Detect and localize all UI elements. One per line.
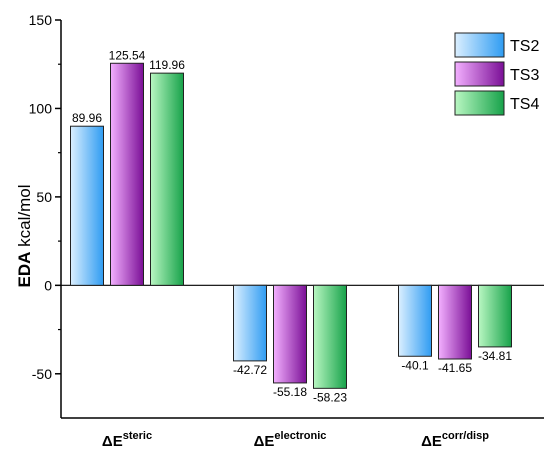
bar-ts4-electronic — [313, 284, 347, 389]
legend: TS2 TS3 TS4 — [454, 32, 539, 116]
bar-ts3-corr-disp — [438, 284, 472, 360]
bar-ts2-electronic — [233, 284, 267, 362]
bar-ts2-corr-disp — [398, 284, 432, 357]
y-tick-label: -50 — [32, 366, 52, 382]
y-axis-label-rest: kcal/mol — [15, 185, 34, 247]
y-axis-label: EDA kcal/mol — [15, 185, 34, 288]
legend-label-ts3: TS3 — [510, 67, 539, 84]
legend-label-ts4: TS4 — [510, 96, 539, 113]
bar-ts4-corr-disp — [478, 284, 512, 348]
x-tick-label: ΔEsteric — [102, 430, 152, 450]
legend-label-ts2: TS2 — [510, 38, 539, 55]
y-tick-label: 50 — [36, 189, 52, 205]
bar-ts3-steric — [110, 62, 144, 286]
data-label: -40.1 — [401, 358, 429, 372]
legend-swatch-ts3 — [454, 61, 505, 87]
bar-ts2-steric — [70, 125, 104, 286]
x-tick-label: ΔEelectronic — [254, 430, 327, 450]
y-axis-label-bold: EDA — [15, 252, 34, 288]
x-tick-label: ΔEcorr/disp — [421, 430, 489, 450]
data-label: 89.96 — [72, 111, 102, 125]
legend-swatch-ts2 — [454, 32, 505, 58]
legend-swatch-ts4 — [454, 90, 505, 116]
data-label: -55.18 — [273, 385, 307, 399]
bar-ts3-electronic — [273, 284, 307, 384]
y-tick-label: 100 — [29, 100, 53, 116]
data-label: -34.81 — [478, 349, 512, 363]
y-tick-label: 150 — [29, 12, 53, 28]
data-label: -41.65 — [438, 361, 472, 375]
data-label: -58.23 — [313, 390, 347, 404]
bar-ts4-steric — [150, 72, 184, 286]
y-tick-label: 0 — [44, 277, 52, 293]
data-label: -42.72 — [233, 363, 267, 377]
data-label: 125.54 — [109, 48, 146, 62]
bars — [70, 62, 512, 389]
data-label: 119.96 — [149, 58, 185, 72]
